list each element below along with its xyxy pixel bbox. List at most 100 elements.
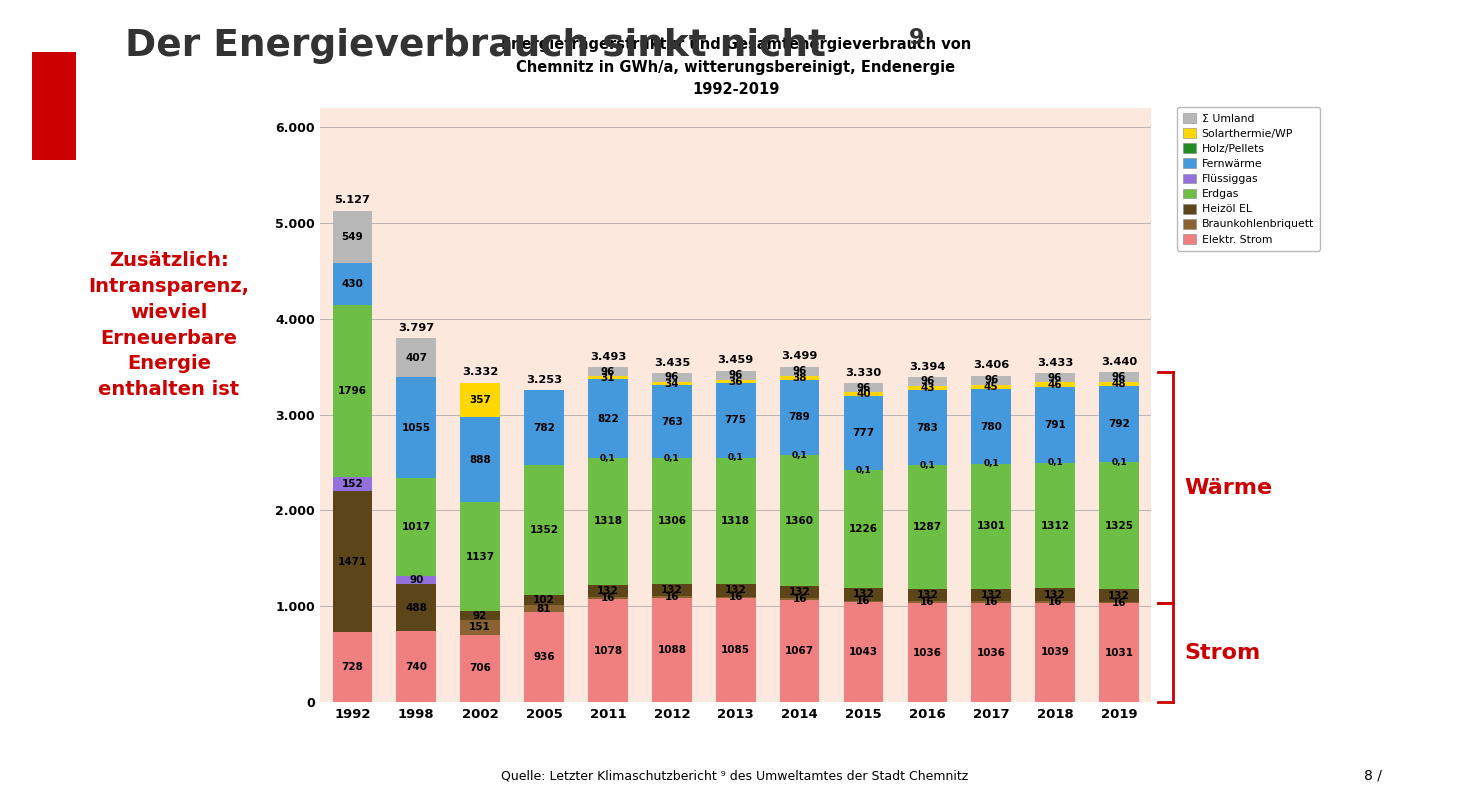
Text: 96: 96 [1111, 372, 1126, 382]
Bar [460, 502, 500, 611]
Bar [588, 458, 628, 585]
Text: 92: 92 [473, 610, 488, 621]
Text: 1306: 1306 [657, 516, 686, 526]
Text: 1287: 1287 [913, 522, 942, 532]
Text: 16: 16 [1111, 598, 1126, 607]
Bar [397, 478, 437, 576]
Bar [779, 367, 819, 376]
Text: Wärme: Wärme [1185, 478, 1273, 498]
Text: 3.797: 3.797 [398, 323, 434, 333]
Bar [716, 598, 756, 702]
Bar [844, 471, 883, 588]
Text: 3.253: 3.253 [526, 375, 562, 385]
Text: Der Energieverbrauch sinkt nicht: Der Energieverbrauch sinkt nicht [125, 28, 826, 64]
Text: 132: 132 [662, 585, 682, 595]
Bar [716, 380, 756, 383]
Text: 728: 728 [341, 662, 363, 673]
Text: 1471: 1471 [338, 557, 368, 567]
Bar [779, 456, 819, 586]
Text: 152: 152 [341, 479, 363, 489]
Text: 3.440: 3.440 [1101, 358, 1138, 367]
Text: 1318: 1318 [594, 516, 622, 527]
Bar [844, 383, 883, 392]
Bar [972, 589, 1011, 602]
Text: 48: 48 [1111, 379, 1126, 389]
Bar [907, 465, 947, 589]
Bar [653, 382, 692, 385]
Text: 777: 777 [853, 429, 875, 438]
Bar [1035, 387, 1075, 463]
Text: 763: 763 [662, 417, 682, 427]
Text: 0,1: 0,1 [1047, 458, 1063, 467]
Text: 0,1: 0,1 [1111, 457, 1127, 467]
Bar [332, 633, 372, 702]
Text: 3.459: 3.459 [717, 355, 754, 365]
Text: 791: 791 [1044, 420, 1066, 429]
Text: 132: 132 [916, 590, 938, 600]
Text: 1318: 1318 [722, 516, 750, 526]
Text: 132: 132 [725, 586, 747, 595]
Bar [907, 602, 947, 603]
Text: 16: 16 [1048, 597, 1063, 606]
Bar [588, 377, 628, 380]
Text: 34: 34 [664, 379, 679, 389]
Text: Strom: Strom [1185, 643, 1261, 663]
Bar [460, 417, 500, 502]
Text: Zusätzlich:
Intransparenz,
wieviel
Erneuerbare
Energie
enthalten ist: Zusätzlich: Intransparenz, wieviel Erneu… [88, 251, 250, 399]
Title: Energieträgerstruktur und Gesamtenergieverbrauch von
Chemnitz in GWh/a, witterun: Energieträgerstruktur und Gesamtenergiev… [501, 38, 970, 97]
Text: 780: 780 [980, 421, 1003, 432]
Text: 775: 775 [725, 416, 747, 425]
Text: 16: 16 [601, 593, 616, 603]
Text: 430: 430 [341, 279, 363, 289]
Text: 16: 16 [856, 596, 870, 606]
Bar [716, 584, 756, 597]
Text: 1017: 1017 [401, 522, 431, 532]
Text: 1039: 1039 [1041, 647, 1070, 658]
Text: 1085: 1085 [722, 646, 750, 655]
Text: 96: 96 [1048, 373, 1063, 383]
Bar [972, 464, 1011, 589]
Text: 783: 783 [916, 423, 938, 433]
Bar [332, 211, 372, 263]
Text: 5.127: 5.127 [335, 196, 370, 205]
Text: 96: 96 [729, 370, 742, 381]
Bar [1100, 386, 1139, 462]
Text: 96: 96 [983, 375, 998, 385]
Bar [397, 377, 437, 478]
Text: 90: 90 [409, 575, 423, 585]
Text: 488: 488 [406, 602, 428, 613]
Text: 132: 132 [597, 586, 619, 596]
Text: 549: 549 [341, 232, 363, 242]
Text: 3.435: 3.435 [654, 358, 689, 368]
Text: 3.332: 3.332 [462, 367, 498, 377]
Text: 1043: 1043 [850, 647, 878, 658]
Bar [972, 603, 1011, 702]
Bar [907, 390, 947, 465]
Bar [332, 263, 372, 305]
Text: 3.406: 3.406 [973, 361, 1010, 370]
Text: 36: 36 [729, 377, 742, 386]
Text: 1088: 1088 [657, 645, 686, 655]
Text: 1036: 1036 [976, 647, 1005, 658]
Text: 96: 96 [920, 377, 935, 386]
Bar [588, 380, 628, 458]
Bar [907, 589, 947, 602]
Text: 3.493: 3.493 [589, 352, 626, 362]
Bar [1035, 382, 1075, 387]
Text: 43: 43 [920, 383, 935, 393]
Text: 0,1: 0,1 [728, 453, 744, 462]
Bar [779, 376, 819, 380]
Bar [588, 598, 628, 702]
Bar [460, 383, 500, 417]
Text: 132: 132 [980, 590, 1003, 600]
Text: 45: 45 [983, 382, 998, 392]
Bar [653, 596, 692, 598]
Bar [653, 459, 692, 583]
Text: 936: 936 [534, 652, 554, 662]
Bar [1035, 588, 1075, 601]
Text: 0,1: 0,1 [664, 454, 679, 463]
Bar [844, 601, 883, 602]
Text: 3.433: 3.433 [1036, 358, 1073, 368]
Text: 1031: 1031 [1104, 648, 1133, 658]
Bar [653, 385, 692, 459]
